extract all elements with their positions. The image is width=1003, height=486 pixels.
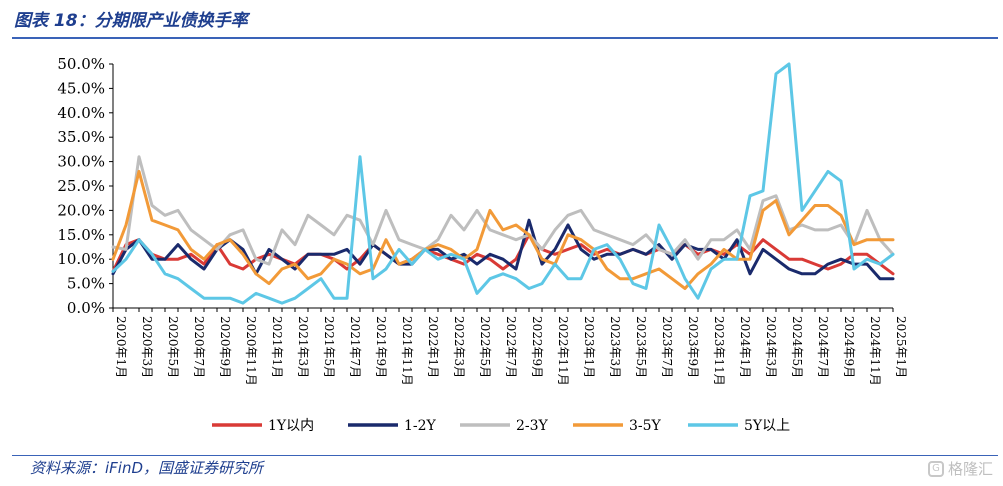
series-line-1-2Y — [111, 218, 895, 281]
x-tick-label: 2021年3月 — [296, 316, 310, 378]
x-tick-label: 2020年9月 — [218, 316, 232, 378]
x-tick-label: 2024年7月 — [816, 316, 830, 378]
y-tick-label: 20.0% — [57, 201, 105, 219]
legend-label: 1Y以内 — [268, 418, 314, 434]
y-tick-label: 35.0% — [57, 128, 105, 146]
x-tick-label: 2021年7月 — [348, 316, 362, 378]
y-tick-label: 0.0% — [67, 299, 105, 317]
source-note: 资料来源：iFinD，国盛证券研究所 — [30, 459, 264, 477]
y-tick-label: 15.0% — [57, 226, 105, 244]
x-tick-label: 2022年5月 — [478, 316, 492, 378]
watermark-text: 格隆汇 — [947, 460, 993, 478]
legend-label: 2-3Y — [516, 418, 549, 434]
x-tick-label: 2024年3月 — [764, 316, 778, 378]
chart-title: 图表 18：分期限产业债换手率 — [14, 11, 248, 31]
x-tick-label: 2021年11月 — [400, 316, 414, 386]
x-tick-label: 2023年9月 — [686, 316, 700, 378]
series-line-1Y以内 — [111, 233, 895, 276]
legend-label: 5Y以上 — [744, 418, 790, 434]
series-lines — [111, 62, 895, 305]
x-tick-label: 2021年5月 — [322, 316, 336, 378]
x-tick-label: 2023年1月 — [582, 316, 596, 378]
x-tick-label: 2022年11月 — [556, 316, 570, 386]
y-tick-label: 40.0% — [57, 104, 105, 122]
y-axis: 0.0% 5.0% 10.0% 15.0% 20.0% 25.0% 30.0% 35.0% 40… — [57, 55, 114, 317]
y-tick-label: 5.0% — [67, 275, 105, 293]
x-tick-label: 2020年3月 — [140, 316, 154, 378]
y-tick-label: 30.0% — [57, 153, 105, 171]
x-tick-label: 2021年9月 — [374, 316, 388, 378]
title-divider — [12, 37, 998, 39]
legend-label: 3-5Y — [629, 418, 662, 434]
y-tick-label: 25.0% — [57, 177, 105, 195]
x-tick-label: 2024年5月 — [790, 316, 804, 378]
x-tick-label: 2020年5月 — [166, 316, 180, 378]
x-tick-label: 2022年9月 — [530, 316, 544, 378]
watermark: G 格隆汇 — [927, 458, 993, 479]
x-tick-label: 2025年1月 — [894, 316, 908, 378]
x-tick-label: 2023年7月 — [660, 316, 674, 378]
watermark-logo-icon: G — [927, 460, 944, 477]
legend-label: 1-2Y — [404, 418, 437, 434]
x-tick-label: 2024年11月 — [868, 316, 882, 386]
x-tick-label: 2022年1月 — [426, 316, 440, 378]
series-line-3-5Y — [111, 169, 895, 290]
series-line-2-3Y — [111, 155, 895, 266]
legend: 1Y以内 1-2Y 2-3Y 3-5Y 5Y以上 — [212, 418, 790, 434]
x-tick-label: 2022年7月 — [504, 316, 518, 378]
y-tick-label: 45.0% — [57, 79, 105, 97]
x-tick-label: 2021年1月 — [270, 316, 284, 378]
series-line-5Y以上 — [111, 62, 895, 305]
x-tick-label: 2023年5月 — [634, 316, 648, 378]
footer-divider — [12, 455, 998, 456]
x-tick-label: 2020年1月 — [114, 316, 128, 378]
x-tick-label: 2022年3月 — [452, 316, 466, 378]
x-tick-label: 2020年7月 — [192, 316, 206, 378]
x-tick-label: 2024年9月 — [842, 316, 856, 378]
x-tick-label: 2024年1月 — [738, 316, 752, 378]
x-tick-label: 2023年11月 — [712, 316, 726, 386]
x-axis: 2020年1月 2020年3月 2020年5月 2020年7月 2020年9月 2020年… — [112, 307, 908, 386]
x-tick-label: 2023年3月 — [608, 316, 622, 378]
y-tick-label: 10.0% — [57, 250, 105, 268]
x-tick-label: 2020年11月 — [244, 316, 258, 386]
y-tick-label: 50.0% — [57, 55, 105, 73]
